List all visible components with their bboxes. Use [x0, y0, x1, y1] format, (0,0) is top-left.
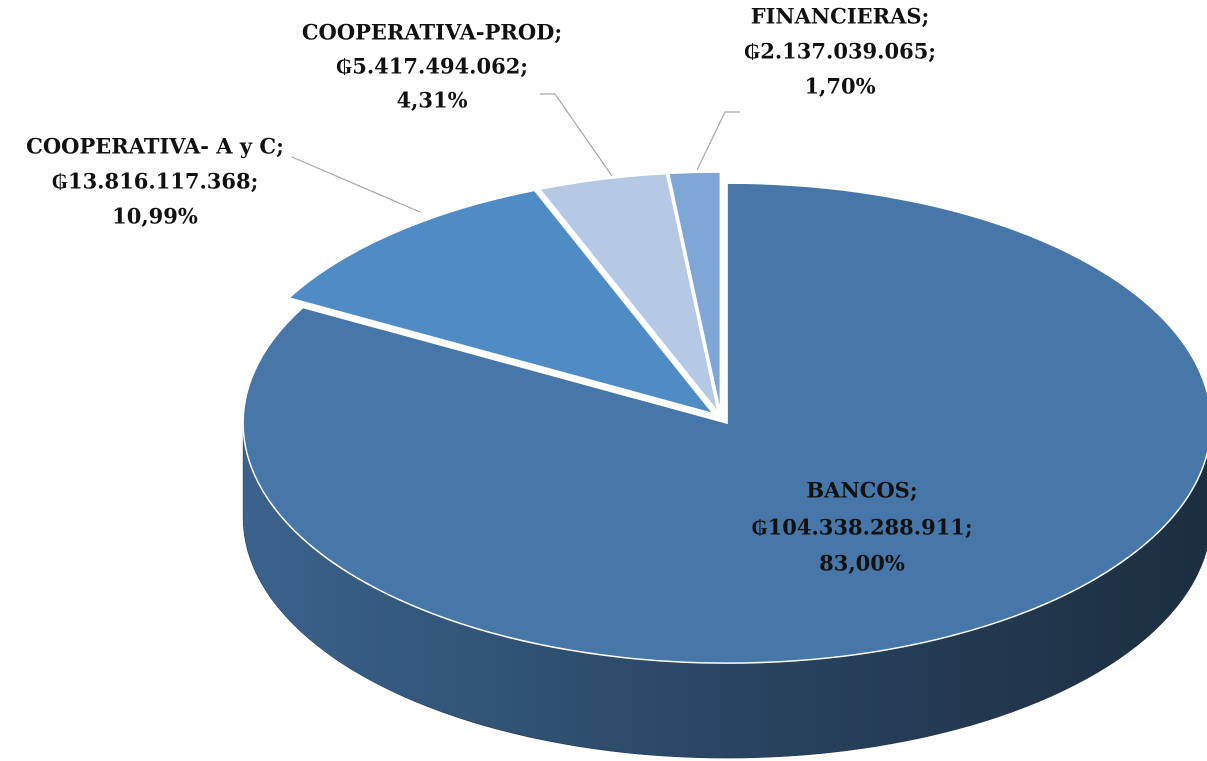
- label-category: BANCOS;: [806, 478, 917, 503]
- label-value: ₲13.816.117.368;: [52, 169, 259, 194]
- label-value: ₲2.137.039.065;: [744, 39, 936, 64]
- data-label: COOPERATIVA-PROD; ₲5.417.494.062; 4,31%: [302, 20, 562, 113]
- slice: [538, 172, 719, 413]
- leader-line: [291, 156, 421, 213]
- label-percent: 10,99%: [112, 204, 198, 229]
- label-category: FINANCIERAS;: [751, 4, 930, 29]
- label-percent: 83,00%: [819, 551, 905, 576]
- label-percent: 4,31%: [396, 88, 467, 113]
- label-category: COOPERATIVA-PROD;: [302, 20, 562, 45]
- label-percent: 1,70%: [804, 74, 875, 99]
- leader-line: [696, 111, 740, 171]
- data-label: BANCOS; ₲104.338.288.911; 83,00%: [751, 478, 972, 576]
- leader-line: [540, 93, 613, 177]
- data-label: COOPERATIVA- A y C; ₲13.816.117.368; 10,…: [26, 134, 284, 229]
- label-value: ₲5.417.494.062;: [336, 54, 528, 79]
- data-label: FINANCIERAS; ₲2.137.039.065; 1,70%: [744, 4, 936, 99]
- slice: [242, 182, 1207, 664]
- label-value: ₲104.338.288.911;: [751, 515, 972, 540]
- slice: [667, 171, 722, 413]
- label-category: COOPERATIVA- A y C;: [26, 134, 284, 159]
- pie: [242, 171, 1207, 759]
- slice: [287, 189, 716, 415]
